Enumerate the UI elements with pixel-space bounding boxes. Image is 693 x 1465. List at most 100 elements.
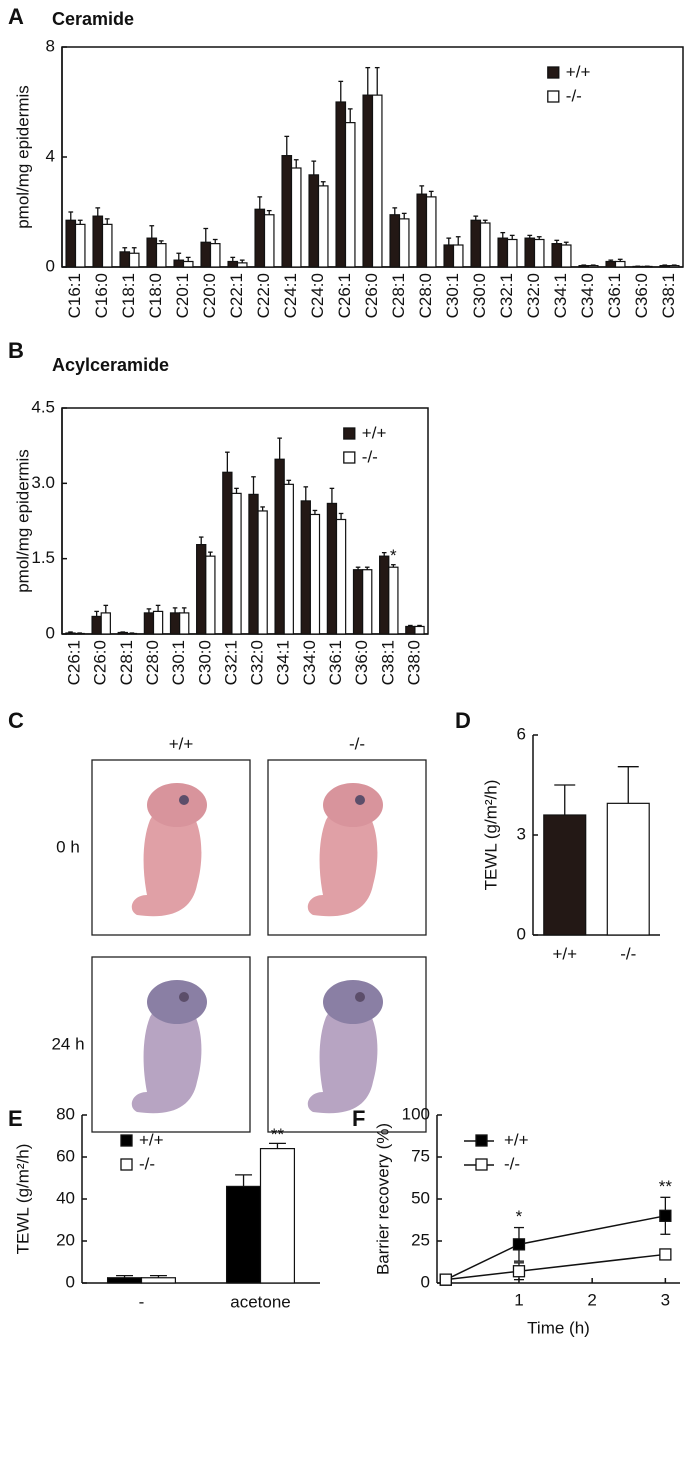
bar [560, 244, 572, 268]
x-tick-label: C32:0 [524, 273, 543, 318]
bar [100, 612, 111, 635]
bar [248, 493, 259, 635]
series-line [445, 1215, 666, 1281]
x-tick-label: C24:1 [281, 273, 300, 318]
x-tick-label: C26:1 [65, 640, 84, 685]
bar [91, 615, 102, 635]
legend-swatch [343, 427, 356, 440]
y-tick-label: 8 [46, 36, 55, 55]
row-label: 0 h [56, 837, 80, 856]
legend-label: +/+ [362, 423, 387, 442]
x-tick-label: C30:0 [470, 273, 489, 318]
legend-swatch [120, 1134, 133, 1147]
marker [659, 1209, 672, 1222]
bar [379, 555, 390, 635]
y-tick-label: 4 [46, 146, 55, 165]
pup-head [147, 980, 207, 1024]
y-tick-label: 3.0 [31, 473, 55, 492]
bar [92, 215, 104, 268]
bar [179, 612, 190, 635]
bar [106, 1277, 143, 1284]
y-axis-label: pmol/mg epidermis [13, 449, 32, 593]
y-tick-label: 4.5 [31, 397, 55, 416]
panel-letter: F [352, 1106, 365, 1131]
significance-mark: * [390, 546, 397, 565]
bar [641, 265, 653, 268]
x-tick-label: C34:0 [578, 273, 597, 318]
bar [551, 243, 563, 268]
bar [290, 167, 302, 268]
y-tick-label: 0 [517, 924, 526, 943]
bar [152, 610, 164, 635]
bar [470, 219, 482, 268]
y-tick-label: 6 [517, 724, 526, 743]
bar [452, 244, 464, 268]
bar [300, 500, 311, 635]
bar [352, 569, 364, 635]
bar [605, 260, 617, 268]
bar [398, 218, 410, 268]
x-tick-label: C22:1 [227, 273, 246, 318]
marker [439, 1273, 452, 1286]
x-tick-label: C20:0 [200, 273, 219, 318]
bar [182, 260, 194, 268]
bar [173, 259, 185, 268]
y-axis-label: TEWL (g/m²/h) [13, 1144, 32, 1255]
legend-swatch [475, 1158, 488, 1171]
marker [512, 1238, 526, 1251]
y-tick-label: 0 [421, 1272, 430, 1291]
y-tick-label: 0 [46, 623, 55, 642]
bar [405, 625, 416, 635]
bar [362, 569, 373, 635]
legend-swatch [475, 1134, 488, 1147]
bar [169, 612, 181, 635]
x-tick-label: C30:1 [169, 640, 188, 685]
x-tick-label: C22:0 [254, 273, 273, 318]
y-tick-label: 100 [402, 1104, 430, 1123]
legend-swatch [120, 1158, 133, 1171]
bar [74, 223, 86, 268]
y-tick-label: 20 [56, 1230, 75, 1249]
bar [126, 632, 138, 635]
significance-mark: ** [659, 1177, 673, 1196]
legend-label: +/+ [566, 62, 591, 81]
y-tick-label: 25 [411, 1230, 430, 1249]
bar [225, 1185, 262, 1284]
pup-eye [355, 992, 365, 1002]
column-label: +/+ [169, 734, 194, 753]
bar [335, 101, 347, 268]
pup-head [323, 980, 383, 1024]
bar [506, 238, 518, 268]
bar [524, 237, 536, 268]
bar [117, 631, 128, 635]
bar [263, 214, 275, 268]
bar [143, 612, 155, 635]
y-tick-label: 3 [517, 824, 526, 843]
x-tick-label: +/+ [552, 944, 577, 963]
pup-body [307, 996, 378, 1114]
legend-label: -/- [139, 1154, 155, 1173]
x-tick-label: C34:0 [300, 640, 319, 685]
legend-label: +/+ [504, 1130, 529, 1149]
y-tick-label: 80 [56, 1104, 75, 1123]
bar [479, 222, 491, 268]
x-tick-label: C26:0 [362, 273, 381, 318]
bar [254, 208, 266, 268]
bar [587, 265, 599, 268]
panel-letter: D [455, 708, 471, 733]
x-tick-label: 1 [514, 1290, 523, 1309]
bar [257, 510, 268, 635]
bar [632, 265, 644, 268]
x-tick-label: C36:0 [352, 640, 371, 685]
pup-eye [355, 795, 365, 805]
x-tick-label: C20:1 [173, 273, 192, 318]
y-tick-label: 0 [66, 1272, 75, 1291]
bar [155, 243, 167, 268]
legend-label: +/+ [139, 1130, 164, 1149]
x-tick-label: C28:1 [389, 273, 408, 318]
panel-letter: A [8, 4, 24, 29]
y-tick-label: 0 [46, 256, 55, 275]
bar [414, 625, 425, 635]
x-tick-label: C32:0 [248, 640, 267, 685]
bar [317, 185, 329, 268]
